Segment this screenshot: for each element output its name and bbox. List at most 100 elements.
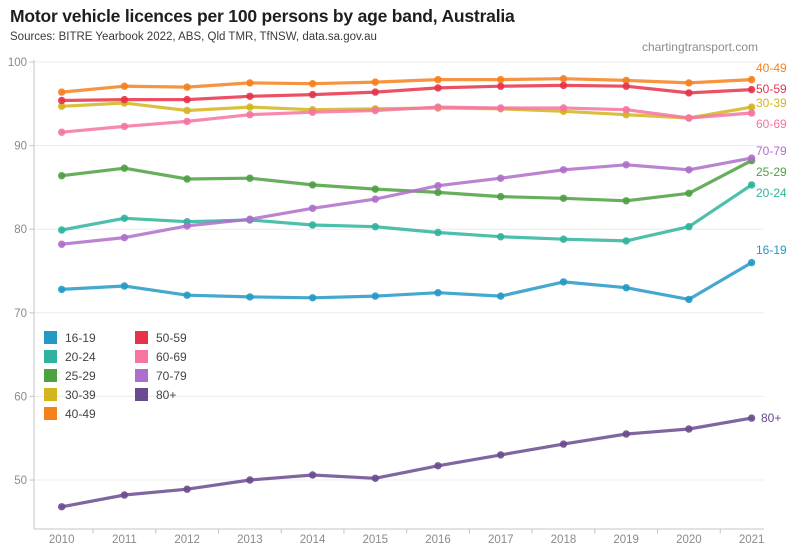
series-point-80+-2012[interactable] xyxy=(183,485,191,493)
series-point-16-19-2010[interactable] xyxy=(58,285,66,294)
series-point-40-49-2015[interactable] xyxy=(371,78,379,86)
series-point-16-19-2017[interactable] xyxy=(497,292,505,300)
series-point-80+-2021[interactable] xyxy=(747,414,756,422)
series-point-16-19-2019[interactable] xyxy=(622,284,630,292)
series-point-70-79-2010[interactable] xyxy=(58,240,66,248)
series-point-20-24-2019[interactable] xyxy=(622,237,630,245)
series-point-70-79-2012[interactable] xyxy=(183,222,191,230)
series-line-70-79[interactable] xyxy=(60,156,754,246)
series-line-60-69[interactable] xyxy=(60,105,754,134)
series-point-70-79-2018[interactable] xyxy=(559,166,568,174)
series-point-70-79-2013[interactable] xyxy=(246,215,254,223)
legend-item-20-24[interactable]: 20-24 xyxy=(44,350,135,364)
series-point-40-49-2021[interactable] xyxy=(747,75,756,84)
legend-item-70-79[interactable]: 70-79 xyxy=(135,369,226,383)
series-point-80+-2010[interactable] xyxy=(58,503,66,511)
series-point-60-69-2018[interactable] xyxy=(559,104,568,112)
series-point-50-59-2015[interactable] xyxy=(371,88,379,96)
series-point-80+-2015[interactable] xyxy=(371,474,379,482)
legend-item-80+[interactable]: 80+ xyxy=(135,388,226,402)
series-point-25-29-2010[interactable] xyxy=(58,172,66,180)
series-point-20-24-2018[interactable] xyxy=(559,235,568,243)
series-point-16-19-2021[interactable] xyxy=(747,258,756,267)
series-point-40-49-2011[interactable] xyxy=(120,82,129,90)
series-point-20-24-2015[interactable] xyxy=(371,223,379,231)
series-point-70-79-2021[interactable] xyxy=(747,154,756,162)
series-point-50-59-2017[interactable] xyxy=(497,82,505,90)
series-point-25-29-2017[interactable] xyxy=(497,192,505,201)
series-line-80+[interactable] xyxy=(60,416,754,509)
series-point-30-39-2021[interactable] xyxy=(747,103,756,111)
series-line-50-59[interactable] xyxy=(60,83,754,103)
series-point-70-79-2014[interactable] xyxy=(308,204,317,212)
series-point-80+-2017[interactable] xyxy=(497,451,505,459)
series-point-30-39-2012[interactable] xyxy=(183,106,191,115)
series-line-40-49[interactable] xyxy=(60,77,754,94)
series-point-60-69-2021[interactable] xyxy=(747,109,756,117)
series-point-60-69-2013[interactable] xyxy=(246,111,254,119)
series-point-80+-2014[interactable] xyxy=(308,471,317,479)
series-line-20-24[interactable] xyxy=(60,183,754,243)
series-point-60-69-2010[interactable] xyxy=(58,128,66,136)
series-point-16-19-2013[interactable] xyxy=(246,293,254,301)
series-point-16-19-2014[interactable] xyxy=(308,294,317,302)
series-point-70-79-2019[interactable] xyxy=(622,161,630,169)
series-point-40-49-2013[interactable] xyxy=(246,79,254,87)
series-point-50-59-2018[interactable] xyxy=(559,81,568,90)
series-point-20-24-2017[interactable] xyxy=(497,233,505,241)
series-point-50-59-2021[interactable] xyxy=(747,85,756,94)
series-point-80+-2018[interactable] xyxy=(559,440,568,448)
series-point-20-24-2021[interactable] xyxy=(747,181,756,189)
series-point-20-24-2016[interactable] xyxy=(434,228,442,237)
series-point-50-59-2013[interactable] xyxy=(246,92,254,101)
series-line-16-19[interactable] xyxy=(60,261,754,301)
series-point-40-49-2018[interactable] xyxy=(559,75,568,83)
series-point-70-79-2016[interactable] xyxy=(434,182,442,190)
series-point-40-49-2016[interactable] xyxy=(434,75,442,84)
series-point-25-29-2020[interactable] xyxy=(685,189,693,197)
series-line-25-29[interactable] xyxy=(60,159,754,203)
series-point-80+-2019[interactable] xyxy=(622,430,630,438)
series-point-50-59-2011[interactable] xyxy=(120,95,129,104)
legend-item-40-49[interactable]: 40-49 xyxy=(44,407,135,421)
series-point-60-69-2012[interactable] xyxy=(183,117,191,126)
series-point-40-49-2010[interactable] xyxy=(58,88,66,96)
series-line-30-39[interactable] xyxy=(60,101,754,120)
series-point-50-59-2020[interactable] xyxy=(685,89,693,97)
legend-item-60-69[interactable]: 60-69 xyxy=(135,350,226,364)
series-point-25-29-2011[interactable] xyxy=(120,164,129,172)
series-point-60-69-2020[interactable] xyxy=(685,114,693,122)
series-point-20-24-2010[interactable] xyxy=(58,226,66,234)
series-point-50-59-2010[interactable] xyxy=(58,96,66,105)
series-point-60-69-2015[interactable] xyxy=(371,106,379,115)
series-point-70-79-2011[interactable] xyxy=(120,233,129,242)
series-point-40-49-2014[interactable] xyxy=(308,80,317,88)
series-point-16-19-2012[interactable] xyxy=(183,291,191,299)
series-point-25-29-2015[interactable] xyxy=(371,185,379,193)
series-point-16-19-2018[interactable] xyxy=(559,278,568,286)
series-point-60-69-2017[interactable] xyxy=(497,104,505,112)
legend-item-25-29[interactable]: 25-29 xyxy=(44,369,135,383)
series-point-30-39-2013[interactable] xyxy=(246,103,254,111)
series-point-16-19-2020[interactable] xyxy=(685,295,693,304)
series-point-20-24-2011[interactable] xyxy=(120,214,129,222)
series-point-50-59-2016[interactable] xyxy=(434,84,442,92)
series-point-80+-2020[interactable] xyxy=(685,425,693,433)
series-point-25-29-2014[interactable] xyxy=(308,181,317,189)
series-point-40-49-2017[interactable] xyxy=(497,75,505,84)
series-point-25-29-2012[interactable] xyxy=(183,175,191,183)
series-point-40-49-2020[interactable] xyxy=(685,79,693,87)
series-point-60-69-2011[interactable] xyxy=(120,122,129,131)
series-point-16-19-2011[interactable] xyxy=(120,282,129,290)
series-point-70-79-2015[interactable] xyxy=(371,195,379,203)
series-point-16-19-2016[interactable] xyxy=(434,289,442,297)
series-point-25-29-2013[interactable] xyxy=(246,174,254,182)
series-point-50-59-2012[interactable] xyxy=(183,95,191,104)
series-point-16-19-2015[interactable] xyxy=(371,292,379,300)
series-point-40-49-2012[interactable] xyxy=(183,83,191,91)
series-point-70-79-2020[interactable] xyxy=(685,166,693,174)
legend-item-16-19[interactable]: 16-19 xyxy=(44,331,135,345)
series-point-25-29-2016[interactable] xyxy=(434,188,442,197)
series-point-80+-2016[interactable] xyxy=(434,462,442,470)
series-point-70-79-2017[interactable] xyxy=(497,174,505,182)
